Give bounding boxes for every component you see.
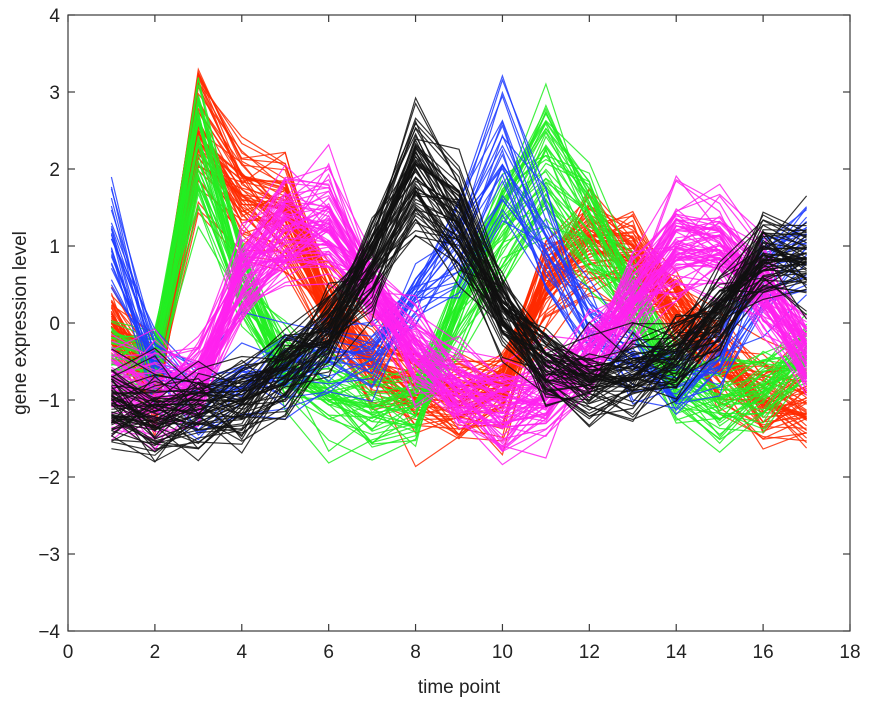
series-line-black xyxy=(111,144,807,445)
series-line-black xyxy=(111,230,808,424)
series-line-green xyxy=(111,103,807,426)
series-line-magenta xyxy=(111,164,808,417)
y-tick-label: 1 xyxy=(49,237,60,258)
y-tick-label: −2 xyxy=(38,468,60,489)
series-lines xyxy=(110,67,808,468)
series-line-magenta xyxy=(111,218,807,384)
series-line-black xyxy=(111,154,807,462)
series-line-black xyxy=(111,132,807,413)
series-line-blue xyxy=(110,163,808,416)
x-tick-label: 4 xyxy=(236,642,247,663)
series-line-magenta xyxy=(111,228,808,408)
x-tick-label: 0 xyxy=(63,642,74,663)
series-line-black xyxy=(111,201,807,434)
series-line-magenta xyxy=(111,162,808,415)
series-line-black xyxy=(111,151,807,454)
y-tick-label: 0 xyxy=(49,314,60,335)
series-line-black xyxy=(111,185,807,450)
series-line-magenta xyxy=(111,225,808,403)
series-line-black xyxy=(111,229,807,385)
series-line-magenta xyxy=(110,219,808,441)
y-tick-label: −4 xyxy=(38,622,60,643)
series-line-black xyxy=(111,158,807,403)
series-line-green xyxy=(111,102,807,420)
y-tick-label: 3 xyxy=(49,83,60,104)
series-line-magenta xyxy=(111,250,808,420)
series-line-black xyxy=(111,162,807,421)
series-line-black xyxy=(111,96,807,450)
y-tick-label: −3 xyxy=(38,545,60,566)
series-line-black xyxy=(110,207,807,450)
series-line-black xyxy=(110,142,807,463)
series-line-magenta xyxy=(111,239,808,390)
x-tick-label: 6 xyxy=(323,642,334,663)
y-tick-label: 2 xyxy=(49,160,60,181)
x-tick-label: 16 xyxy=(753,642,774,663)
series-line-magenta xyxy=(111,257,808,393)
x-axis-title: time point xyxy=(418,677,501,698)
series-line-magenta xyxy=(111,214,808,422)
series-line-blue xyxy=(110,179,807,405)
y-axis-ticks: 4 3 2 1 0 −1 −2 −3 −4 xyxy=(38,6,850,643)
series-line-green xyxy=(111,144,807,444)
x-tick-label: 2 xyxy=(150,642,161,663)
x-axis-ticks: 0 2 4 6 8 10 12 14 16 18 xyxy=(63,15,861,663)
series-line-magenta xyxy=(111,223,808,410)
x-tick-label: 18 xyxy=(839,642,860,663)
x-tick-label: 12 xyxy=(579,642,600,663)
y-tick-label: 4 xyxy=(49,6,60,27)
series-line-black xyxy=(110,189,807,432)
series-line-magenta xyxy=(111,215,808,408)
series-line-magenta xyxy=(110,196,808,400)
y-tick-label: −1 xyxy=(38,391,60,412)
series-line-black xyxy=(111,122,807,444)
series-line-black xyxy=(111,234,807,422)
x-tick-label: 10 xyxy=(492,642,513,663)
series-line-green xyxy=(111,186,807,438)
series-line-green xyxy=(111,120,808,453)
series-line-black xyxy=(111,138,807,431)
series-line-black xyxy=(111,189,807,415)
series-line-magenta xyxy=(111,203,808,394)
series-line-magenta xyxy=(110,202,807,420)
series-line-red xyxy=(110,71,807,420)
series-line-magenta xyxy=(111,229,808,415)
x-tick-label: 14 xyxy=(666,642,688,663)
x-tick-label: 8 xyxy=(410,642,421,663)
y-axis-title: gene expression level xyxy=(10,231,31,415)
